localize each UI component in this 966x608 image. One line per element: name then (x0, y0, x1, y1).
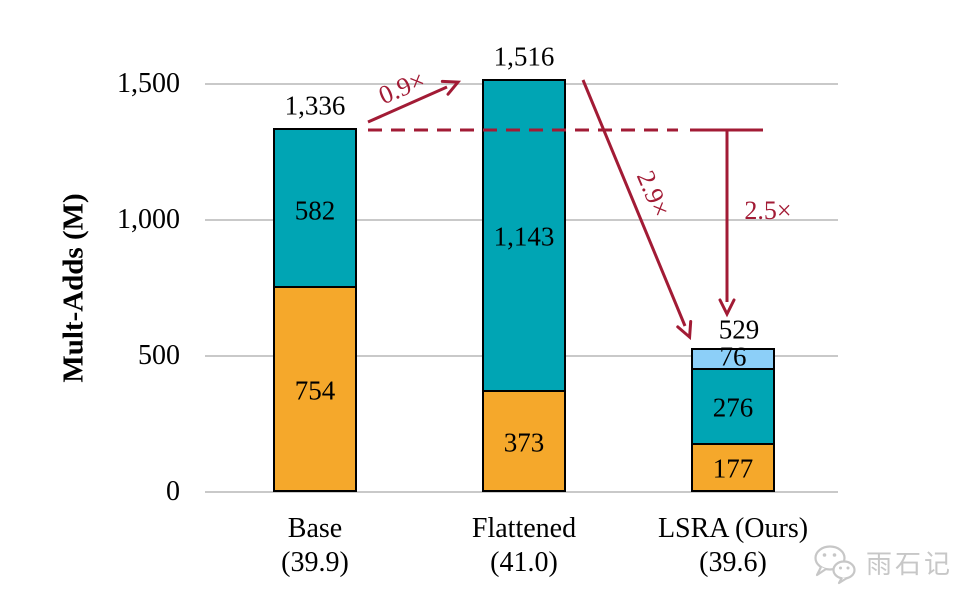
bar-flattened (482, 79, 566, 492)
segment-label-lsra-orange: 177 (712, 453, 754, 484)
segment-label-lsra-lightblue: 76 (719, 341, 747, 372)
y-tick-500: 500 (138, 340, 180, 371)
y-tick-0: 0 (166, 476, 180, 507)
segment-label-flattened-teal: 1,143 (493, 221, 555, 252)
watermark-text: 雨石记 (866, 550, 954, 579)
x-label-flattened-sub: (41.0) (490, 547, 558, 578)
total-label-flattened: 1,516 (493, 41, 555, 72)
total-label-lsra: 529 (718, 314, 760, 345)
x-label-base: Base (39.9) (205, 512, 425, 580)
x-label-lsra-sub: (39.6) (699, 547, 767, 578)
x-label-flattened: Flattened (41.0) (414, 512, 634, 580)
y-tick-1000: 1,000 (117, 204, 180, 235)
bar-flattened-segment-orange (484, 390, 564, 490)
segment-label-base-orange: 754 (294, 375, 336, 406)
segment-label-base-teal: 582 (294, 195, 336, 226)
segment-label-flattened-orange: 373 (503, 427, 545, 458)
x-label-base-name: Base (287, 513, 343, 544)
y-axis-title: Mult-Adds (M) (57, 193, 90, 383)
ratio-label-2-9x: 2.9× (630, 166, 677, 222)
wechat-icon (814, 545, 856, 585)
bar-lsra (691, 348, 775, 492)
watermark: 雨石记 (812, 544, 953, 586)
x-label-lsra: LSRA (Ours) (39.6) (623, 512, 843, 580)
bar-base-segment-teal (275, 130, 355, 286)
ratio-label-0-9x: 0.9× (374, 64, 430, 111)
y-tick-1500: 1,500 (117, 68, 180, 99)
bar-lsra-segment-lightblue (693, 350, 773, 368)
gridline-0 (205, 491, 838, 493)
total-label-base: 1,336 (284, 90, 346, 121)
bar-flattened-segment-teal (484, 81, 564, 390)
x-label-lsra-name: LSRA (Ours) (657, 513, 809, 544)
x-label-flattened-name: Flattened (471, 513, 577, 544)
bar-base-segment-orange (275, 286, 355, 490)
segment-label-lsra-teal: 276 (712, 392, 754, 423)
ratio-label-2-5x: 2.5× (744, 196, 792, 225)
bar-base (273, 128, 357, 492)
bar-lsra-segment-orange (693, 443, 773, 490)
bar-lsra-segment-teal (693, 368, 773, 443)
x-label-base-sub: (39.9) (281, 547, 349, 578)
